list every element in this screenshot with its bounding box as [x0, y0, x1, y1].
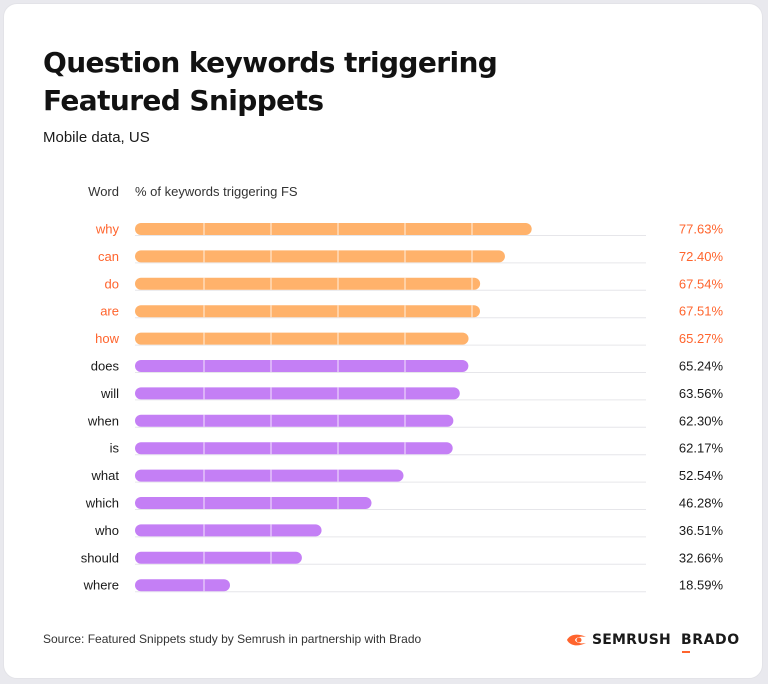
- bar: [135, 579, 230, 592]
- value-label: 63.56%: [679, 386, 724, 401]
- bar: [135, 250, 505, 263]
- bar: [135, 442, 453, 455]
- bar: [135, 223, 532, 235]
- bar-chart: Word % of keywords triggering FS why 77.63%…: [81, 184, 724, 593]
- chart-subtitle: Mobile data, US: [43, 129, 150, 146]
- category-label: will: [100, 386, 119, 401]
- value-label: 77.63%: [679, 222, 724, 237]
- bar: [135, 360, 469, 372]
- chart-title: Question keywords triggering Featured Sn…: [43, 46, 498, 117]
- bar: [135, 332, 469, 345]
- value-label: 72.40%: [679, 249, 724, 264]
- chart-card: Question keywords triggering Featured Sn…: [3, 3, 763, 679]
- value-label: 67.54%: [679, 276, 724, 291]
- category-label: which: [85, 496, 119, 511]
- value-label: 52.54%: [679, 468, 724, 483]
- value-label: 62.30%: [679, 413, 724, 428]
- category-label: can: [98, 249, 119, 264]
- value-label: 36.51%: [679, 523, 724, 538]
- value-label: 65.24%: [679, 359, 724, 374]
- category-label: who: [94, 523, 119, 538]
- category-label: do: [105, 276, 119, 291]
- value-label: 67.51%: [679, 304, 724, 319]
- category-label: when: [87, 413, 119, 428]
- brado-logo: BRADO: [681, 632, 740, 653]
- value-label: 65.27%: [679, 331, 724, 346]
- category-label: where: [83, 578, 119, 593]
- value-label: 46.28%: [679, 496, 724, 511]
- category-label: how: [95, 331, 119, 346]
- category-label: are: [100, 304, 119, 319]
- value-label: 32.66%: [679, 550, 724, 565]
- value-label: 18.59%: [679, 578, 724, 593]
- bar: [135, 524, 322, 537]
- category-label: what: [91, 468, 120, 483]
- semrush-flame-icon: [567, 634, 586, 646]
- category-label: should: [81, 550, 119, 565]
- column-header-value: % of keywords triggering FS: [135, 184, 298, 199]
- partner-logos: SEMRUSH BRADO: [566, 628, 740, 653]
- bar: [135, 497, 372, 509]
- category-label: is: [110, 441, 120, 456]
- bar: [135, 305, 480, 318]
- value-label: 62.17%: [679, 441, 724, 456]
- bar: [135, 469, 404, 482]
- bar: [135, 387, 460, 400]
- category-label: why: [95, 222, 120, 237]
- semrush-logo: SEMRUSH: [592, 632, 671, 648]
- bar: [135, 551, 302, 564]
- source-note: Source: Featured Snippets study by Semru…: [43, 632, 422, 646]
- column-header-word: Word: [88, 184, 119, 199]
- category-label: does: [91, 359, 120, 374]
- bar: [135, 414, 454, 427]
- bar: [135, 277, 481, 290]
